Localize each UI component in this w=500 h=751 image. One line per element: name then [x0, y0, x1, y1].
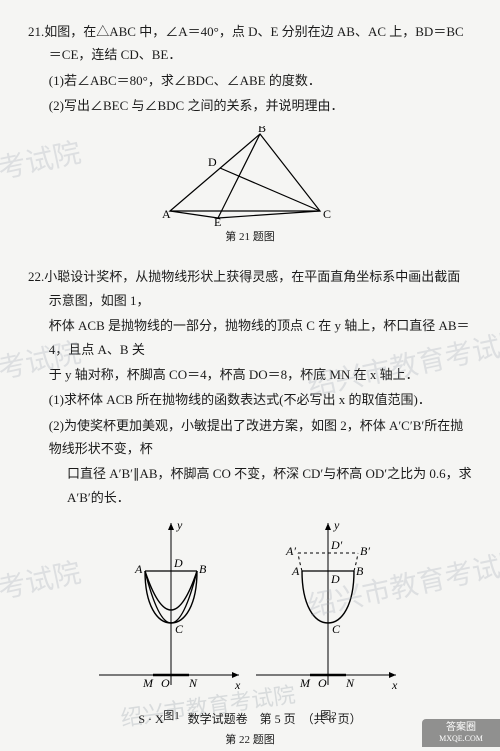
stem-line: 杯体 ACB 是抛物线的一部分，抛物线的顶点 C 在 y 轴上，杯口直径 AB＝…	[28, 314, 472, 361]
label-y: y	[333, 518, 340, 532]
problem-number: 21.	[28, 24, 44, 39]
problem-22-sub2b: 口直径 A′B′∥AB，杯脚高 CO 不变，杯深 CD′与杯高 OD′之比为 0…	[28, 462, 472, 509]
label-N: N	[345, 676, 355, 690]
parabola-chart-1: A B D C M N O x y	[99, 515, 244, 705]
badge-url: MXQE.COM	[422, 734, 500, 744]
label-C: C	[175, 622, 184, 636]
figure-22-2: A′ B′ D′ A B D C M N O x y 图2	[256, 515, 401, 727]
problem-21-sub1: (1)若∠ABC＝80°，求∠BDC、∠ABE 的度数．	[28, 69, 472, 92]
label-N: N	[188, 676, 198, 690]
label-M: M	[142, 676, 154, 690]
problem-number: 22.	[28, 269, 44, 284]
figure-21-caption: 第 21 题图	[28, 228, 472, 248]
label-O: O	[318, 676, 327, 690]
problem-21: 21.如图，在△ABC 中，∠A＝40°，点 D、E 分别在边 AB、AC 上，…	[28, 20, 472, 247]
figure-22-1: A B D C M N O x y 图1	[99, 515, 244, 727]
problem-21-sub2: (2)写出∠BEC 与∠BDC 之间的关系，并说明理由．	[28, 94, 472, 117]
figure-22-caption: 第 22 题图	[28, 731, 472, 751]
figure-22-group: A B D C M N O x y 图1	[28, 515, 472, 727]
label-D: D	[330, 572, 340, 586]
label-E: E	[214, 215, 221, 226]
label-Dp: D′	[330, 538, 343, 552]
stem-line: 于 y 轴对称，杯脚高 CO＝4，杯高 DO＝8，杯底 MN 在 x 轴上．	[28, 363, 472, 386]
problem-22: 22.小聪设计奖杯，从抛物线形状上获得灵感，在平面直角坐标系中画出截面示意图，如…	[28, 265, 472, 751]
label-A: A	[162, 207, 171, 221]
label-A: A	[291, 564, 300, 578]
label-B: B	[199, 562, 207, 576]
source-badge: 答案圈 MXQE.COM	[422, 719, 500, 747]
label-O: O	[161, 676, 170, 690]
problem-22-sub2a: (2)为使奖杯更加美观，小敏提出了改进方案，如图 2，杯体 A′C′B′所在抛物…	[28, 414, 472, 461]
stem-text: 如图，在△ABC 中，∠A＝40°，点 D、E 分别在边 AB、AC 上，BD＝…	[44, 24, 463, 62]
problem-22-stem: 22.小聪设计奖杯，从抛物线形状上获得灵感，在平面直角坐标系中画出截面示意图，如…	[28, 265, 472, 312]
label-B: B	[258, 126, 266, 135]
label-y: y	[176, 518, 183, 532]
problem-22-sub1: (1)求杯体 ACB 所在抛物线的函数表达式(不必写出 x 的取值范围)．	[28, 388, 472, 411]
label-x: x	[234, 678, 241, 692]
parabola-chart-2: A′ B′ D′ A B D C M N O x y	[256, 515, 401, 705]
label-C: C	[323, 207, 331, 221]
label-A: A	[134, 562, 143, 576]
label-M: M	[299, 676, 311, 690]
stem-text: 小聪设计奖杯，从抛物线形状上获得灵感，在平面直角坐标系中画出截面示意图，如图 1…	[44, 269, 460, 307]
label-C: C	[332, 622, 341, 636]
label-D: D	[173, 556, 183, 570]
figure-21: A B C D E 第 21 题图	[28, 126, 472, 248]
triangle-diagram: A B C D E	[160, 126, 340, 226]
label-D: D	[208, 155, 217, 169]
badge-title: 答案圈	[422, 721, 500, 734]
label-Ap: A′	[285, 544, 296, 558]
problem-21-stem: 21.如图，在△ABC 中，∠A＝40°，点 D、E 分别在边 AB、AC 上，…	[28, 20, 472, 67]
label-x: x	[391, 678, 398, 692]
label-Bp: B′	[360, 544, 370, 558]
label-B: B	[356, 564, 364, 578]
